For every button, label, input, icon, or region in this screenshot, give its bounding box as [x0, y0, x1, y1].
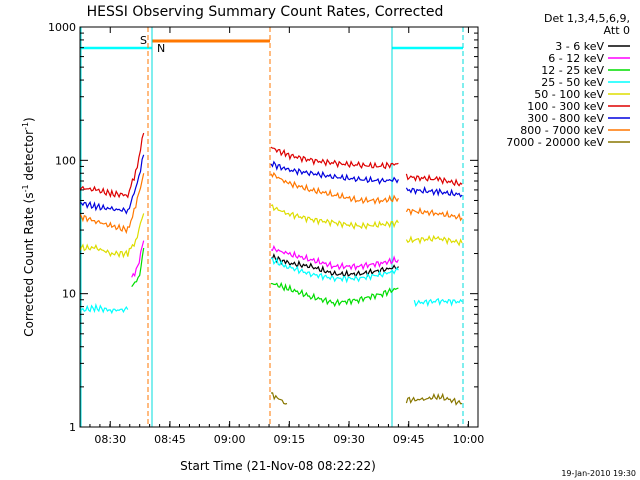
series-line	[270, 146, 399, 170]
series-line	[131, 240, 145, 278]
series-line	[79, 213, 145, 259]
legend-label: 12 - 25 keV	[541, 64, 604, 77]
y-axis-label-sup2: -1	[21, 122, 30, 130]
series-5	[79, 132, 463, 199]
series-0	[270, 252, 399, 279]
x-tick-label: 09:00	[214, 433, 246, 446]
series-line	[405, 206, 463, 222]
series-line	[405, 173, 463, 187]
legend-label: 7000 - 20000 keV	[506, 136, 604, 149]
series-1	[131, 240, 399, 278]
ticks-layer: 08:30 08:45 09:00 09:15 09:30 09:45 10:00 1 10 10…	[48, 21, 484, 446]
legend-label: 50 - 100 keV	[534, 88, 604, 101]
series-line	[79, 154, 145, 215]
legend-header: Det 1,3,4,5,6,9,	[544, 12, 630, 25]
y-tick-label: 100	[55, 154, 76, 167]
y-axis-label-part2: detector	[22, 130, 36, 185]
y-tick-label: 1	[69, 421, 76, 434]
series-line	[270, 252, 399, 279]
legend-label: 3 - 6 keV	[555, 40, 604, 53]
series-line	[270, 244, 399, 271]
series-line	[270, 392, 288, 405]
legend-label: 100 - 300 keV	[527, 100, 604, 113]
series-line	[270, 281, 399, 308]
legend-label: 300 - 800 keV	[527, 112, 604, 125]
series-8	[270, 392, 463, 406]
y-axis-label-sup1: -1	[21, 184, 30, 192]
timestamp: 19-Jan-2010 19:30	[561, 469, 636, 478]
series-line	[131, 247, 145, 288]
y-tick-label: 1000	[48, 21, 76, 34]
x-tick-label: 08:30	[94, 433, 126, 446]
series-line	[413, 297, 463, 308]
series-line	[79, 132, 145, 199]
chart-title: HESSI Observing Summary Count Rates, Cor…	[87, 4, 444, 20]
y-axis-label: Corrected Count Rate (s-1 detector-1)	[21, 117, 36, 336]
x-tick-label: 09:15	[273, 433, 305, 446]
x-tick-label: 09:30	[333, 433, 365, 446]
legend-label: 6 - 12 keV	[548, 52, 604, 65]
series-6	[79, 154, 463, 215]
series-line	[270, 171, 399, 205]
series-line	[79, 173, 145, 235]
interval-markers	[80, 27, 464, 427]
y-tick-label: 10	[62, 288, 76, 301]
series-line	[270, 204, 399, 231]
x-tick-label: 09:45	[393, 433, 425, 446]
series-layer	[79, 132, 463, 406]
series-line	[270, 257, 399, 284]
series-2	[131, 247, 399, 308]
series-7	[79, 171, 463, 235]
y-axis-label-part3: )	[22, 117, 36, 122]
series-3	[79, 257, 463, 315]
series-line	[79, 302, 129, 315]
x-tick-label: 10:00	[453, 433, 485, 446]
series-line	[405, 185, 463, 198]
legend-header: Att 0	[604, 24, 630, 37]
legend-label: 25 - 50 keV	[541, 76, 604, 89]
legend-label: 800 - 7000 keV	[520, 124, 604, 137]
x-tick-label: 08:45	[154, 433, 186, 446]
annotation-n: N	[157, 42, 165, 55]
x-axis-label: Start Time (21-Nov-08 08:22:22)	[180, 459, 376, 473]
series-line	[270, 160, 399, 185]
series-line	[405, 392, 463, 406]
series-4	[79, 204, 463, 259]
series-line	[405, 234, 463, 247]
annotation-s: S	[140, 34, 147, 47]
y-axis-label-part1: Corrected Count Rate (s	[22, 192, 36, 336]
